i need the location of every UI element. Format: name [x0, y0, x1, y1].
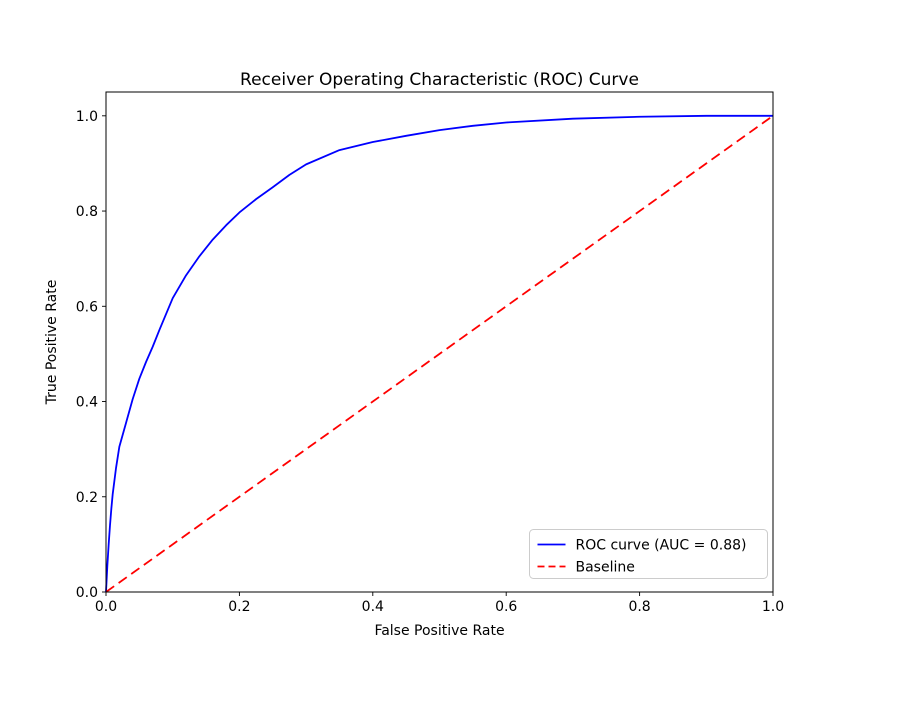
y-tick-label: 1.0	[76, 109, 98, 125]
y-tick-label: 0.6	[76, 299, 98, 315]
y-tick-label: 0.2	[76, 490, 98, 506]
x-tick-label: 0.0	[95, 599, 117, 615]
roc-curve-line	[105, 114, 773, 593]
y-tick-label: 0.4	[76, 395, 98, 411]
x-tick-label: 0.8	[628, 599, 650, 615]
x-tick-label: 1.0	[762, 599, 784, 615]
x-tick-label: 0.2	[228, 599, 250, 615]
baseline-line	[105, 115, 774, 593]
chart-title: Receiver Operating Characteristic (ROC) …	[240, 70, 639, 90]
legend: ROC curve (AUC = 0.88) Baseline	[529, 529, 768, 579]
legend-label: ROC curve (AUC = 0.88)	[576, 538, 747, 554]
x-tick-label: 0.6	[495, 599, 517, 615]
y-axis-label: True Positive Rate	[44, 280, 60, 406]
y-tick-label: 0.0	[76, 585, 98, 601]
axis-ticks: 0.0 0.2 0.4 0.6 0.8 1.0 0.0 0.2 0.4 0.6 0.8 1.0	[76, 109, 784, 615]
x-tick-label: 0.4	[362, 599, 384, 615]
x-axis-label: False Positive Rate	[374, 623, 504, 639]
plot-series	[105, 114, 774, 593]
y-tick-label: 0.8	[76, 204, 98, 220]
legend-label: Baseline	[576, 560, 635, 576]
legend-frame	[529, 529, 768, 579]
plot-border	[105, 91, 774, 593]
